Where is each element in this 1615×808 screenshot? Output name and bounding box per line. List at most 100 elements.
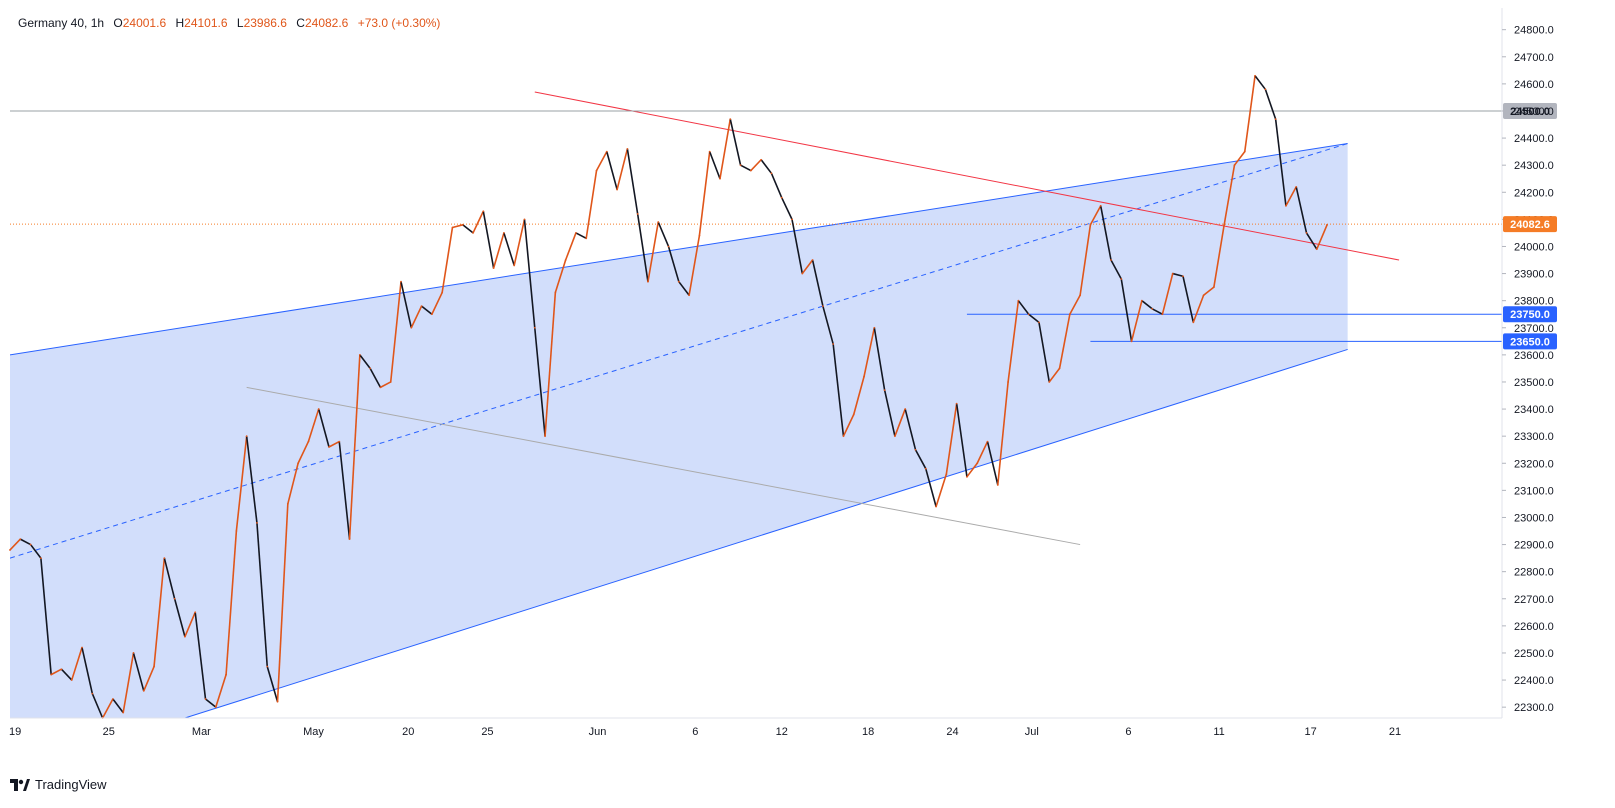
price-point: [461, 223, 464, 226]
price-segment: [842, 414, 855, 437]
price-segment: [698, 151, 711, 236]
price-point: [1068, 313, 1071, 316]
price-segment: [1305, 232, 1318, 250]
price-point: [1264, 88, 1267, 91]
channel-upper-line: [10, 143, 1348, 356]
price-segment: [575, 232, 587, 240]
price-point: [801, 272, 804, 275]
price-point: [1243, 150, 1246, 153]
price-segment: [122, 652, 135, 713]
price-point: [317, 408, 320, 410]
price-point: [780, 196, 783, 199]
price-point: [667, 245, 670, 248]
y-tick-label: 23400.0: [1514, 404, 1554, 416]
price-segment: [750, 159, 762, 172]
price-point: [1017, 299, 1020, 302]
price-segment: [935, 473, 948, 507]
price-point: [472, 232, 474, 234]
price-point: [1140, 299, 1143, 302]
price-point: [204, 698, 207, 700]
price-point: [955, 402, 958, 405]
price-segment: [904, 408, 917, 450]
price-segment: [245, 436, 258, 523]
price-point: [1130, 340, 1133, 343]
price-segment: [533, 327, 546, 437]
y-tick-label: 24200.0: [1514, 187, 1554, 199]
price-point: [1120, 278, 1123, 280]
price-point: [173, 597, 176, 600]
price-segment: [1130, 300, 1143, 342]
price-segment: [91, 693, 104, 719]
y-tick-label: 23300.0: [1514, 431, 1554, 443]
price-point: [286, 503, 289, 505]
price-segment: [1120, 278, 1133, 342]
price-segment: [585, 170, 598, 239]
price-segment: [894, 408, 906, 437]
price-segment: [688, 235, 701, 296]
price-point: [358, 353, 361, 356]
price-segment: [266, 666, 279, 702]
price-point: [132, 652, 135, 654]
price-point: [739, 164, 742, 167]
price-point: [338, 440, 341, 443]
tradingview-brand[interactable]: TradingView: [10, 777, 107, 792]
price-segment: [492, 232, 505, 269]
price-segment: [328, 440, 340, 448]
price-point: [523, 218, 526, 221]
price-segment: [163, 557, 176, 599]
symbol-title: Germany 40, 1h: [18, 16, 105, 30]
price-segment: [112, 698, 124, 714]
price-point: [513, 264, 516, 267]
open-label: O: [113, 16, 123, 30]
channel-lower-line: [184, 348, 1348, 718]
price-point: [914, 448, 917, 451]
price-segment: [513, 219, 526, 266]
price-point: [924, 467, 927, 470]
x-tick-label: 18: [862, 726, 874, 738]
y-tick-label: 24400.0: [1514, 133, 1554, 145]
y-tick-label: 24800.0: [1514, 25, 1554, 37]
price-point: [1171, 272, 1174, 275]
price-segment: [1233, 151, 1246, 166]
price-segment: [431, 292, 443, 315]
price-point: [19, 538, 22, 541]
price-segment: [132, 652, 145, 692]
price-point: [276, 700, 279, 703]
x-tick-label: 25: [481, 726, 493, 738]
price-segment: [781, 197, 793, 220]
price-segment: [863, 327, 876, 377]
price-point: [245, 435, 248, 438]
y-tick-label: 24300.0: [1514, 160, 1554, 172]
price-point: [873, 326, 876, 329]
price-segment: [554, 259, 567, 293]
price-point: [657, 221, 660, 223]
price-point: [81, 646, 83, 649]
price-point: [348, 538, 351, 541]
price-segment: [472, 210, 485, 234]
resistance-trendline: [534, 91, 1400, 261]
price-segment: [421, 305, 433, 315]
tradingview-logo-icon: [10, 778, 30, 791]
price-point: [369, 367, 372, 370]
price-segment: [852, 376, 865, 415]
x-tick-label: May: [303, 726, 324, 738]
price-point: [770, 172, 773, 175]
price-segment: [1192, 294, 1205, 323]
price-segment: [503, 232, 515, 266]
price-segment: [883, 389, 896, 437]
price-segment: [184, 612, 196, 638]
last-price-badge: [1503, 216, 1557, 233]
price-point: [307, 440, 310, 443]
price-segment: [462, 224, 474, 234]
price-segment: [657, 221, 670, 247]
price-segment: [1223, 165, 1236, 225]
price-segment: [955, 403, 968, 477]
price-segment: [441, 227, 454, 293]
price-segment: [194, 612, 207, 700]
price-point: [554, 291, 557, 294]
x-tick-label: 21: [1389, 726, 1401, 738]
y-tick-label: 22500.0: [1514, 648, 1554, 660]
price-segment: [400, 281, 413, 328]
